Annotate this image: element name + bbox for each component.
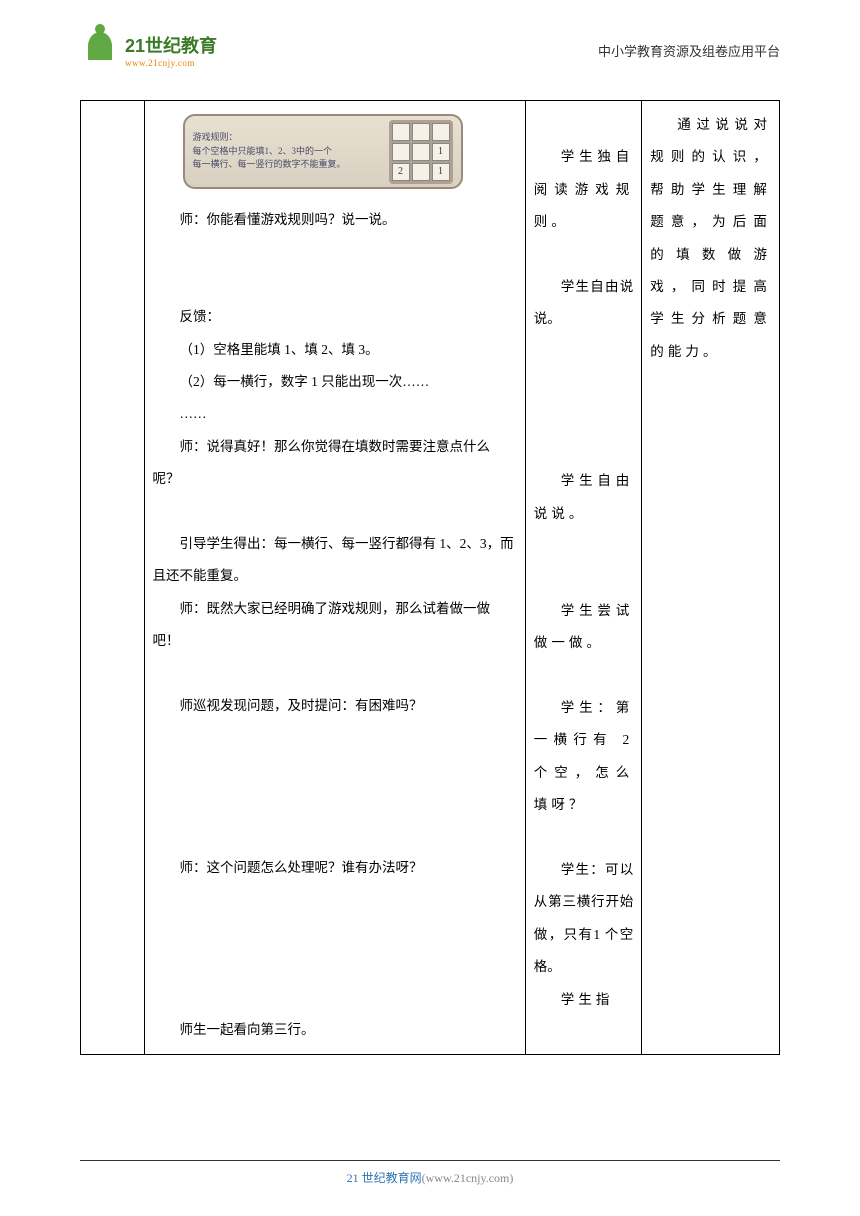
game-cell [412, 143, 430, 161]
game-rules-box: 游戏规则： 每个空格中只能填1、2、3中的一个 每一横行、每一竖行的数字不能重复… [183, 114, 463, 189]
footer-site-url: (www.21cnjy.com) [422, 1171, 514, 1185]
game-rule-1: 每个空格中只能填1、2、3中的一个 [193, 145, 389, 159]
table-col3: 学生独自阅读游戏规则。 学生自由说说。 学生自由说说。 学生尝试做一做。 学生：… [525, 101, 642, 1055]
game-cell [432, 123, 450, 141]
game-cell: 1 [432, 163, 450, 181]
page-footer: 21 世纪教育网(www.21cnjy.com) [80, 1160, 780, 1186]
page-header: 21世纪教育 www.21cnjy.com 中小学教育资源及组卷应用平台 [0, 0, 860, 80]
game-cell [392, 143, 410, 161]
student-action: 学生自由说说。 [534, 271, 634, 336]
student-action: 学生尝试做一做。 [534, 595, 634, 660]
header-right-text: 中小学教育资源及组卷应用平台 [598, 41, 780, 60]
logo-text-cn: 21世纪教育 [125, 32, 217, 58]
game-rule-2: 每一横行、每一竖行的数字不能重复。 [193, 158, 389, 172]
game-rules-text: 游戏规则： 每个空格中只能填1、2、3中的一个 每一横行、每一竖行的数字不能重复… [193, 131, 389, 172]
game-cell: 2 [392, 163, 410, 181]
logo-text-en: www.21cnjy.com [125, 58, 217, 68]
design-intent: 通过说说对规则的认识，帮助学生理解题意，为后面的填数做游戏，同时提高学生分析题意… [650, 109, 771, 368]
feedback-item: （2）每一横行，数字 1 只能出现一次…… [153, 366, 517, 398]
game-cell: 1 [432, 143, 450, 161]
teacher-line: 师：你能看懂游戏规则吗？说一说。 [153, 204, 517, 236]
teacher-line: 师：说得真好！那么你觉得在填数时需要注意点什么呢？ [153, 431, 517, 496]
ellipsis: …… [153, 398, 517, 430]
footer-site-name: 21 世纪教育网 [347, 1171, 422, 1185]
teacher-line: 师：这个问题怎么处理呢？谁有办法呀？ [153, 852, 517, 884]
guide-line: 引导学生得出：每一横行、每一竖行都得有 1、2、3，而且还不能重复。 [153, 528, 517, 593]
logo-area: 21世纪教育 www.21cnjy.com [80, 30, 217, 70]
teacher-line: 师生一起看向第三行。 [153, 1014, 517, 1046]
logo-text-block: 21世纪教育 www.21cnjy.com [125, 32, 217, 68]
feedback-item: （1）空格里能填 1、填 2、填 3。 [153, 334, 517, 366]
student-action: 学生自由说说。 [534, 465, 634, 530]
table-col2: 游戏规则： 每个空格中只能填1、2、3中的一个 每一横行、每一竖行的数字不能重复… [144, 101, 525, 1055]
game-cell [412, 123, 430, 141]
teacher-line: 师：既然大家已经明确了游戏规则，那么试着做一做吧！ [153, 593, 517, 658]
game-rule-title: 游戏规则： [193, 131, 389, 145]
student-action: 学生指 [534, 984, 634, 1016]
game-grid: 1 2 1 [389, 120, 453, 184]
student-action: 学生独自阅读游戏规则。 [534, 141, 634, 238]
student-dialogue: 学生：可以从第三横行开始做，只有1 个空格。 [534, 854, 634, 984]
teacher-line: 师巡视发现问题，及时提问：有困难吗？ [153, 690, 517, 722]
lesson-plan-table: 游戏规则： 每个空格中只能填1、2、3中的一个 每一横行、每一竖行的数字不能重复… [80, 100, 780, 1055]
feedback-label: 反馈： [153, 301, 517, 333]
game-cell [412, 163, 430, 181]
table-col4: 通过说说对规则的认识，帮助学生理解题意，为后面的填数做游戏，同时提高学生分析题意… [642, 101, 780, 1055]
game-cell [392, 123, 410, 141]
student-dialogue: 学生：第一横行有 2 个空，怎么填呀？ [534, 692, 634, 822]
table-col1 [81, 101, 145, 1055]
logo-icon [80, 30, 120, 70]
